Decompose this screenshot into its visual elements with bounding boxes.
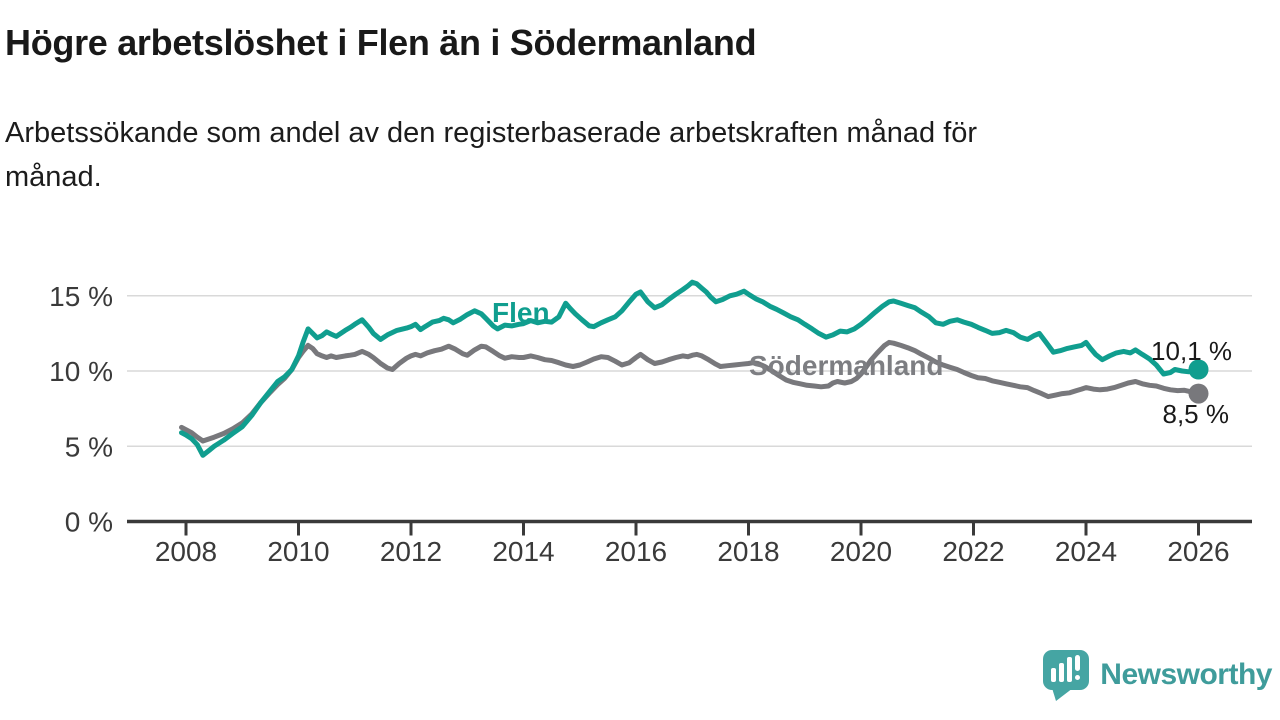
newsworthy-logo-text: Newsworthy (1100, 658, 1272, 691)
series-line-sdermanland (179, 339, 1201, 444)
logo-bar-tall (1067, 656, 1073, 682)
chart-subtitle: Arbetssökande som andel av den registerb… (5, 112, 1185, 199)
logo-exclamation-bar (1075, 654, 1081, 671)
series-line-flen (179, 279, 1201, 458)
y-tick-label-0: 0 % (65, 507, 113, 538)
newsworthy-logo-icon (1043, 649, 1090, 701)
x-tick-label-2014: 2014 (492, 536, 554, 567)
x-tick-label-2008: 2008 (155, 536, 217, 567)
x-tick-label-2022: 2022 (942, 536, 1004, 567)
series-label-flen: Flen (492, 297, 550, 328)
newsworthy-logo: Newsworthy (1042, 648, 1272, 702)
series-end-dot-sdermanland (1188, 383, 1209, 404)
x-tick-label-2024: 2024 (1055, 536, 1117, 567)
y-tick-label-15: 15 % (49, 281, 113, 312)
x-tick-label-2016: 2016 (605, 536, 667, 567)
logo-bubble-tail (1052, 687, 1074, 701)
logo-bubble-body (1043, 649, 1090, 690)
chart-subtitle-line-1: Arbetssökande som andel av den registerb… (5, 117, 978, 149)
x-tick-label-2020: 2020 (830, 536, 892, 567)
end-value-label-sodermanland: 8,5 % (1162, 399, 1230, 429)
logo-bar-small (1051, 667, 1057, 682)
series-label-sodermanland: Södermanland (749, 350, 944, 381)
y-tick-label-5: 5 % (65, 431, 113, 462)
end-value-label-flen: 10,1 % (1151, 336, 1232, 366)
logo-bar-medium (1059, 662, 1065, 682)
series-end-dot-flen (1188, 359, 1209, 380)
logo-exclamation-dot (1075, 674, 1081, 680)
y-tick-label-10: 10 % (49, 356, 113, 387)
x-tick-label-2026: 2026 (1167, 536, 1229, 567)
x-tick-label-2012: 2012 (380, 536, 442, 567)
chart-title: Högre arbetslöshet i Flen än i Södermanl… (5, 22, 757, 63)
x-tick-label-2018: 2018 (717, 536, 779, 567)
x-tick-label-2010: 2010 (267, 536, 329, 567)
chart-subtitle-line-2: månad. (5, 160, 102, 193)
